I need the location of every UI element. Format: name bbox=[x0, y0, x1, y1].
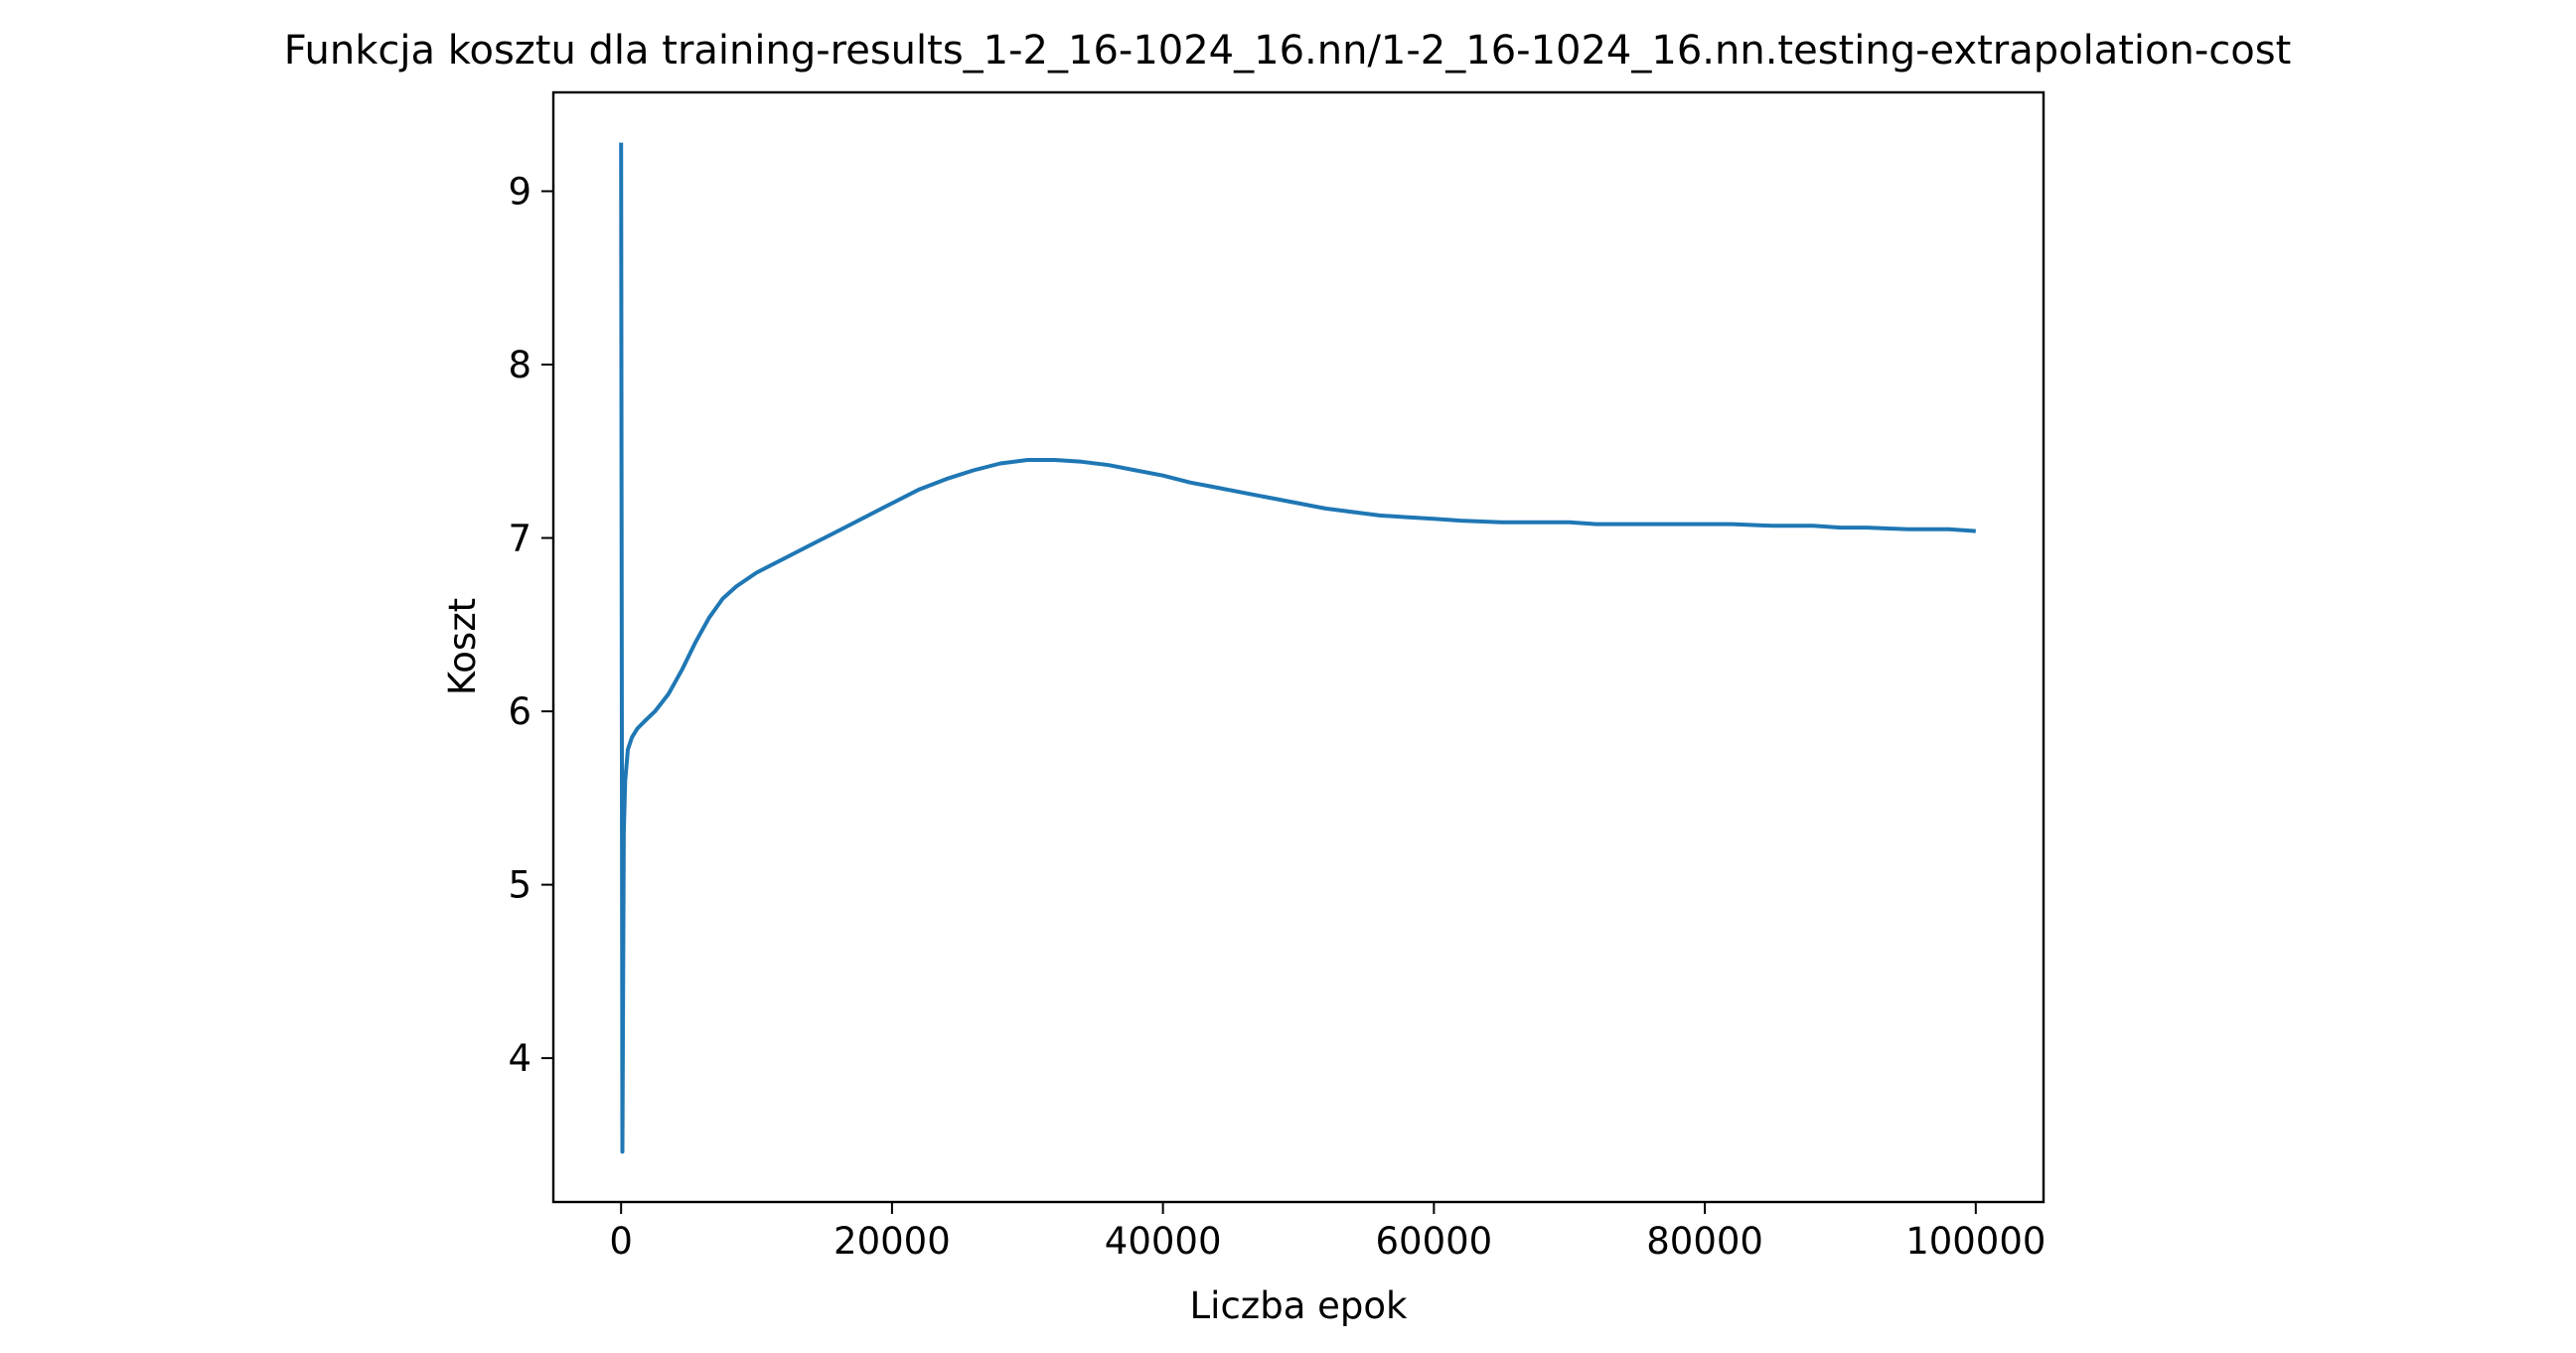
plot-area bbox=[619, 142, 1976, 1154]
chart-title: Funkcja kosztu dla training-results_1-2_… bbox=[284, 28, 2292, 74]
y-tick-label: 6 bbox=[508, 690, 531, 733]
y-axis-label: Koszt bbox=[441, 598, 484, 695]
y-tick-label: 8 bbox=[508, 344, 531, 386]
x-tick-label: 20000 bbox=[833, 1220, 951, 1263]
y-tick-label: 5 bbox=[508, 864, 531, 907]
x-tick-label: 80000 bbox=[1646, 1220, 1763, 1263]
y-tick-label: 9 bbox=[508, 170, 531, 213]
x-tick-label: 40000 bbox=[1105, 1220, 1222, 1263]
x-tick-label: 0 bbox=[609, 1220, 633, 1263]
y-axis-ticks: 4 5 6 7 8 9 bbox=[508, 170, 553, 1080]
x-tick-label: 60000 bbox=[1376, 1220, 1493, 1263]
x-axis-ticks: 0 20000 40000 60000 80000 100000 bbox=[609, 1202, 2046, 1263]
axes-frame bbox=[551, 90, 2046, 1204]
y-tick-label: 7 bbox=[508, 518, 531, 560]
x-tick-label: 100000 bbox=[1905, 1220, 2046, 1263]
y-tick-label: 4 bbox=[508, 1037, 531, 1080]
series-line-0 bbox=[619, 142, 1976, 1154]
x-axis-label: Liczba epok bbox=[1190, 1284, 1408, 1327]
